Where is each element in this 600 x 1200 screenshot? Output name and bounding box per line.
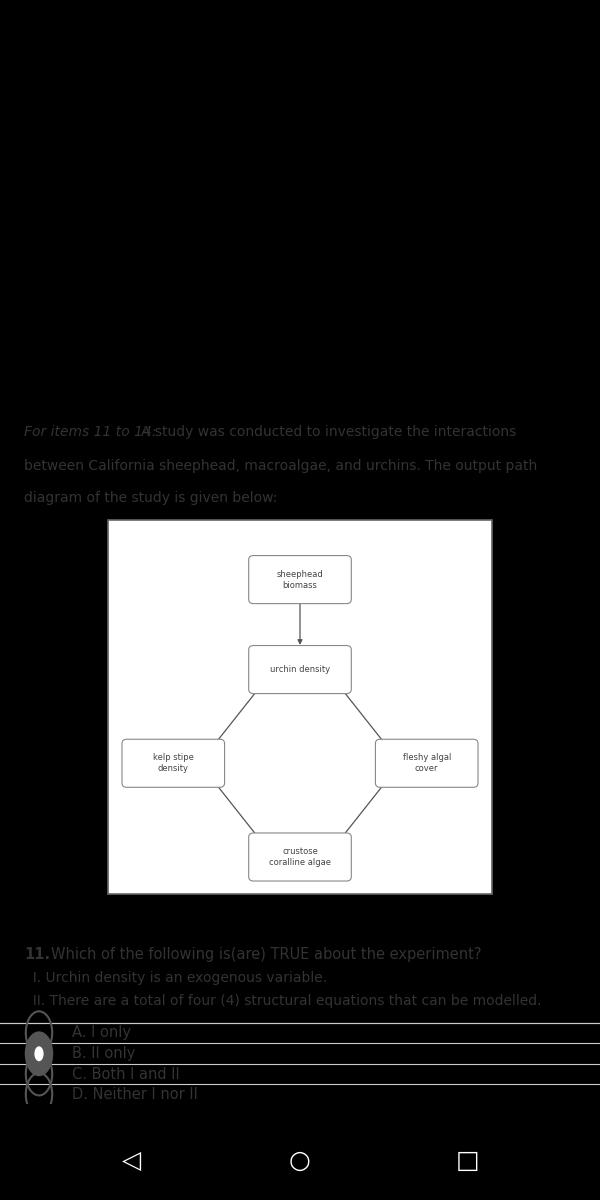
- Text: crustose
coralline algae: crustose coralline algae: [269, 847, 331, 868]
- Text: urchin density: urchin density: [270, 665, 330, 674]
- FancyBboxPatch shape: [248, 556, 351, 604]
- Text: Which of the following is(are) TRUE about the experiment?: Which of the following is(are) TRUE abou…: [51, 947, 482, 962]
- Text: For items 11 to 14:: For items 11 to 14:: [24, 425, 161, 438]
- Text: diagram of the study is given below:: diagram of the study is given below:: [24, 491, 277, 504]
- Text: kelp stipe
density: kelp stipe density: [153, 754, 194, 773]
- Text: between California sheephead, macroalgae, and urchins. The output path: between California sheephead, macroalgae…: [24, 458, 537, 473]
- Text: ◁: ◁: [122, 1150, 142, 1174]
- Text: 11.: 11.: [24, 947, 50, 962]
- Text: A. I only: A. I only: [72, 1025, 131, 1040]
- Ellipse shape: [26, 1032, 52, 1075]
- Text: fleshy algal
cover: fleshy algal cover: [403, 754, 451, 773]
- Text: B. II only: B. II only: [72, 1046, 136, 1061]
- Text: I. Urchin density is an exogenous variable.: I. Urchin density is an exogenous variab…: [24, 971, 327, 985]
- Text: sheephead
biomass: sheephead biomass: [277, 570, 323, 589]
- FancyBboxPatch shape: [108, 520, 492, 894]
- FancyBboxPatch shape: [248, 833, 351, 881]
- Text: C. Both I and II: C. Both I and II: [72, 1067, 180, 1081]
- Text: II. There are a total of four (4) structural equations that can be modelled.: II. There are a total of four (4) struct…: [24, 994, 542, 1008]
- Text: D. Neither I nor II: D. Neither I nor II: [72, 1087, 198, 1102]
- Ellipse shape: [34, 1046, 44, 1061]
- Text: A study was conducted to investigate the interactions: A study was conducted to investigate the…: [141, 425, 516, 438]
- Text: ○: ○: [289, 1150, 311, 1174]
- Text: □: □: [456, 1150, 480, 1174]
- FancyBboxPatch shape: [122, 739, 224, 787]
- FancyBboxPatch shape: [376, 739, 478, 787]
- FancyBboxPatch shape: [248, 646, 351, 694]
